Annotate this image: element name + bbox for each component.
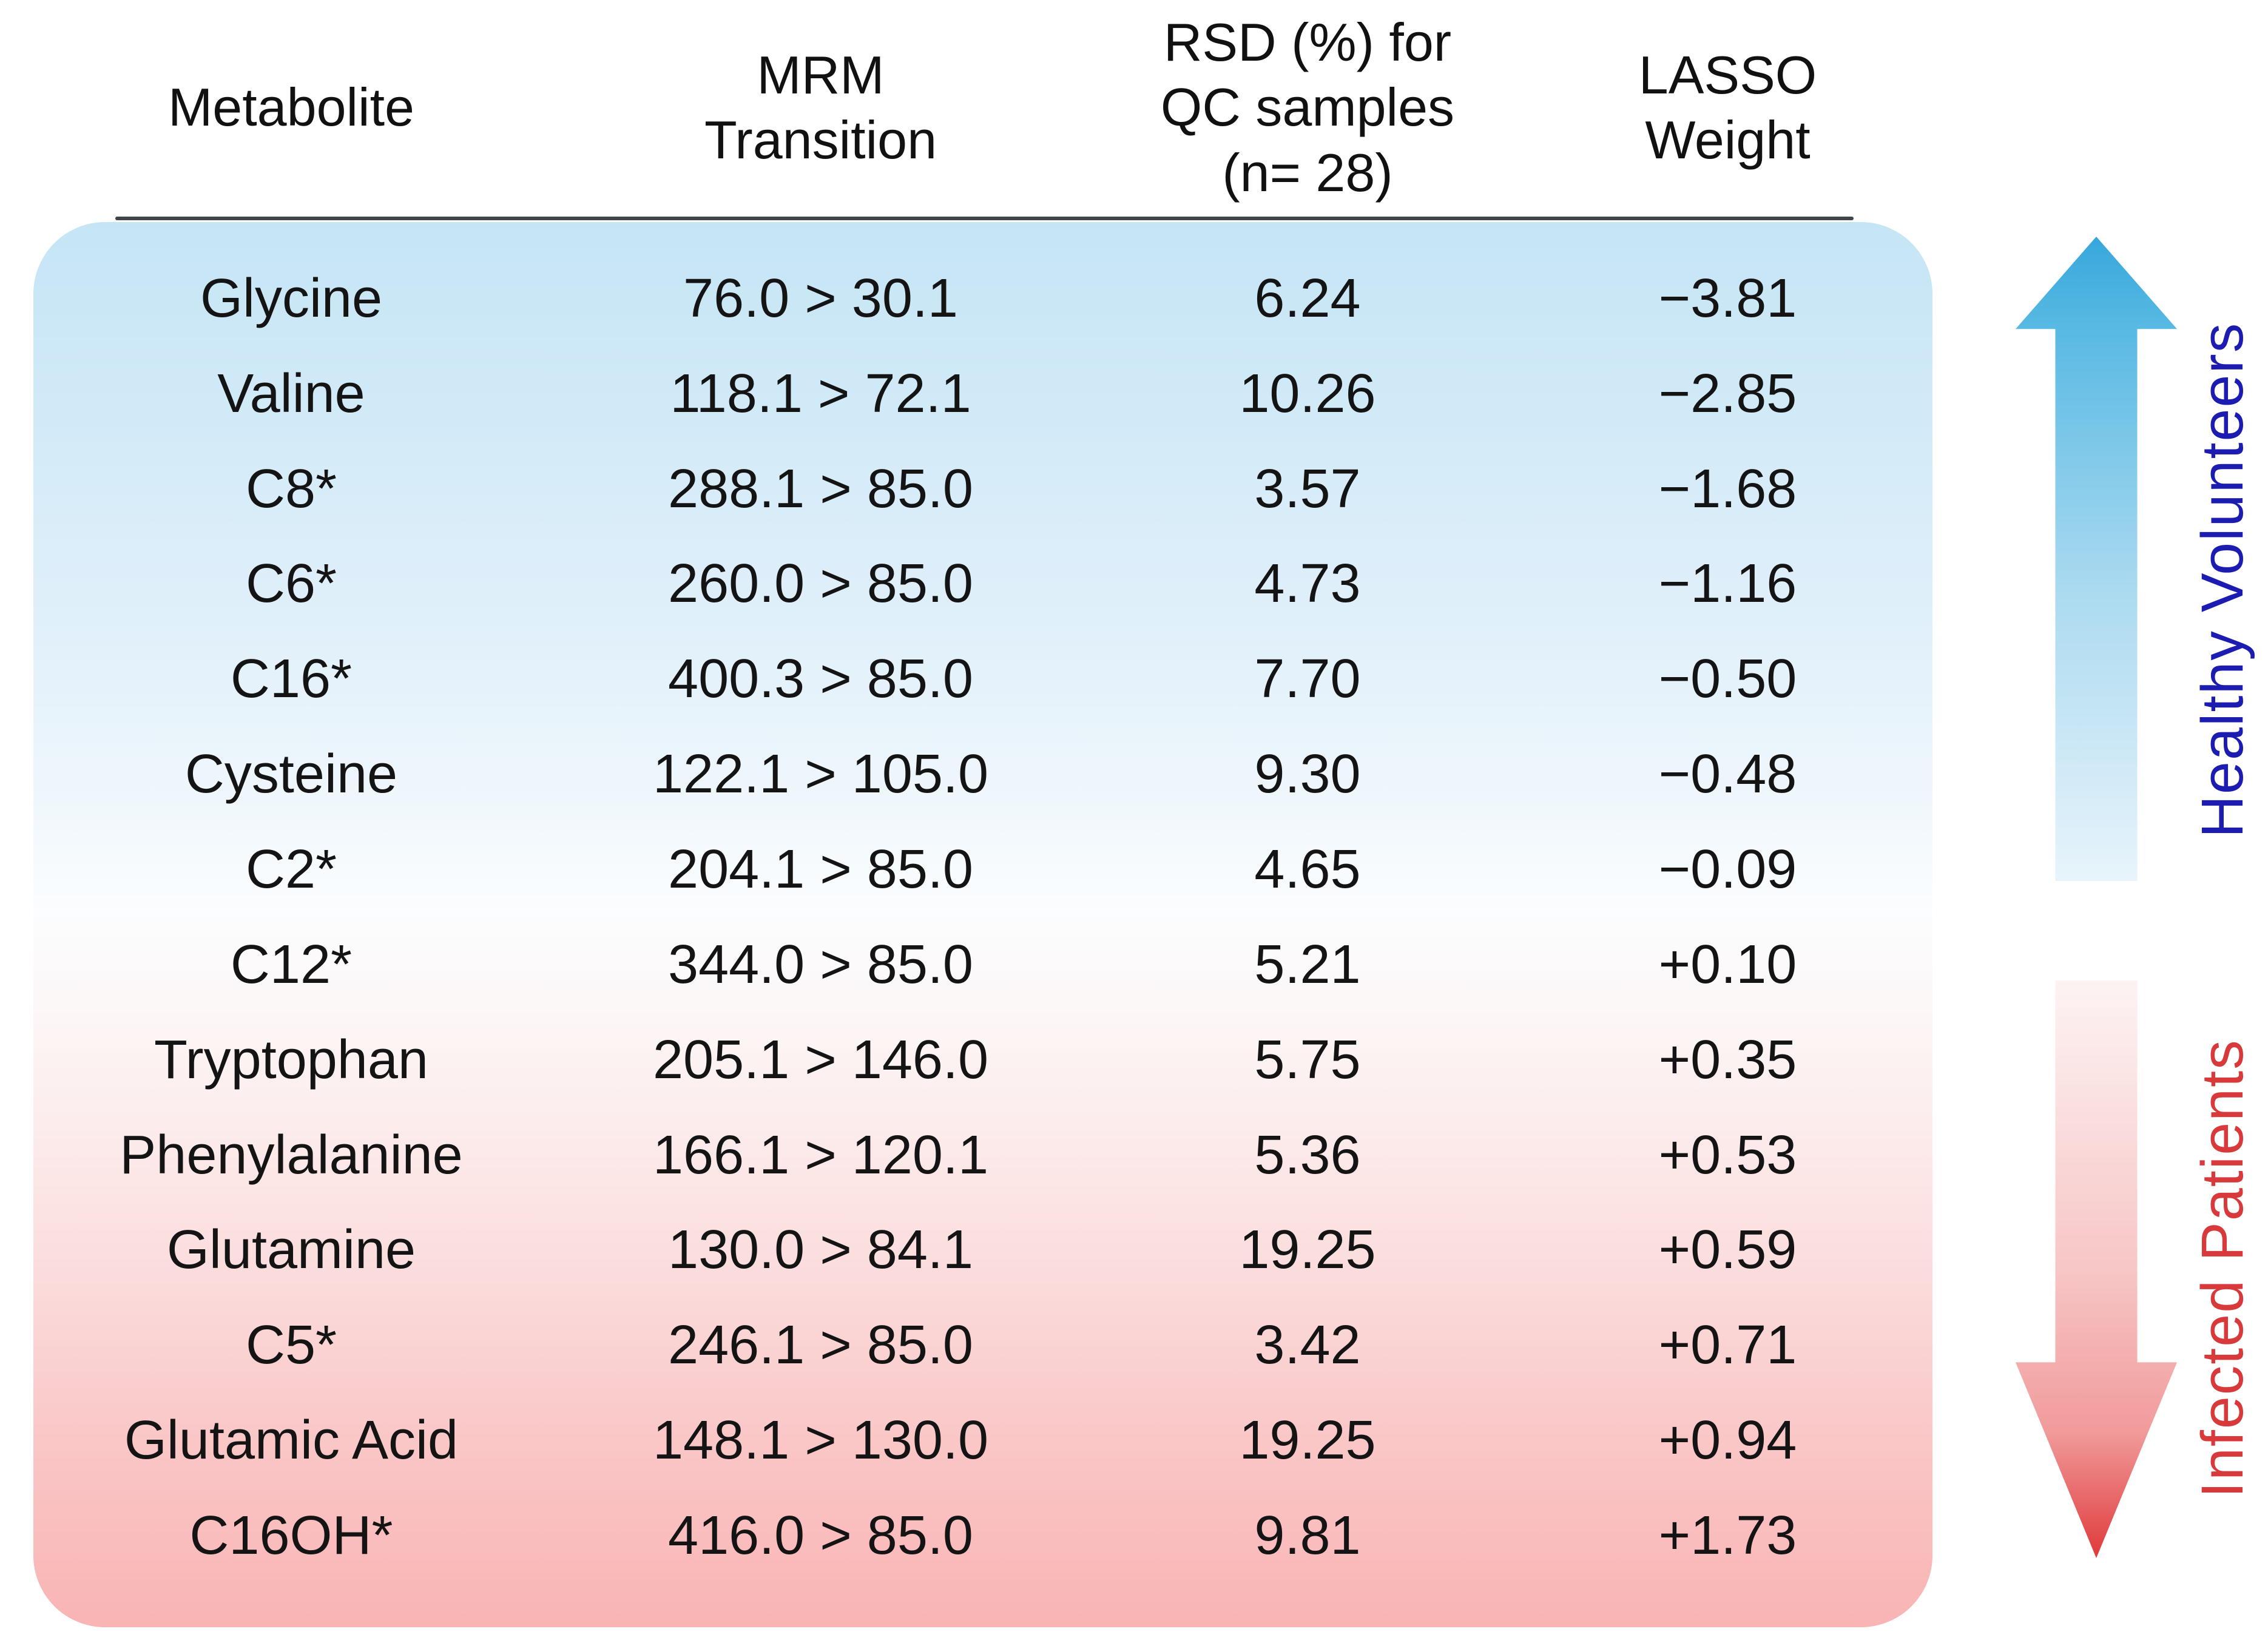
cell-metabolite: C12* [230,934,353,995]
up-arrow-icon [2016,237,2177,881]
cell-lasso-weight: −2.85 [1658,363,1797,424]
cell-lasso-weight: −1.16 [1658,553,1797,615]
cell-lasso-weight: −0.09 [1658,839,1797,900]
cell-rsd-qc: 10.26 [1239,363,1376,424]
cell-rsd-qc: 5.21 [1254,934,1361,995]
cell-mrm-transition: 288.1 > 85.0 [668,458,973,519]
cell-lasso-weight: +1.73 [1658,1505,1797,1567]
cell-mrm-transition: 204.1 > 85.0 [668,839,973,900]
gradient-table-panel: Glycine 76.0 > 30.1 6.24 −3.81 Valine 11… [33,222,1932,1627]
table-row: Glutamine 130.0 > 84.1 19.25 +0.59 [33,1203,1932,1298]
table-row: Cysteine 122.1 > 105.0 9.30 −0.48 [33,727,1932,822]
table-row: C5* 246.1 > 85.0 3.42 +0.71 [33,1298,1932,1393]
cell-metabolite: Valine [217,363,365,424]
cell-metabolite: C8* [245,458,337,519]
column-header-rsd-qc: RSD (%) for QC samples (n= 28) [1160,12,1455,203]
cell-mrm-transition: 344.0 > 85.0 [668,934,973,995]
table-row: C16* 400.3 > 85.0 7.70 −0.50 [33,632,1932,727]
cell-lasso-weight: −0.48 [1658,744,1797,805]
cell-lasso-weight: +0.35 [1658,1029,1797,1090]
cell-rsd-qc: 19.25 [1239,1410,1376,1471]
header-divider-line [115,217,1854,220]
cell-lasso-weight: −3.81 [1658,268,1797,329]
cell-rsd-qc: 4.73 [1254,553,1361,615]
cell-rsd-qc: 9.30 [1254,744,1361,805]
cell-rsd-qc: 5.36 [1254,1124,1361,1186]
cell-rsd-qc: 7.70 [1254,649,1361,710]
cell-rsd-qc: 3.42 [1254,1315,1361,1376]
cell-rsd-qc: 3.57 [1254,458,1361,519]
table-row: C16OH* 416.0 > 85.0 9.81 +1.73 [33,1488,1932,1584]
cell-mrm-transition: 118.1 > 72.1 [670,363,971,424]
table-row: C2* 204.1 > 85.0 4.65 −0.09 [33,822,1932,917]
cell-rsd-qc: 4.65 [1254,839,1361,900]
cell-lasso-weight: +0.53 [1658,1124,1797,1186]
table-row: Valine 118.1 > 72.1 10.26 −2.85 [33,346,1932,442]
cell-metabolite: Phenylalanine [120,1124,463,1186]
cell-mrm-transition: 122.1 > 105.0 [652,744,988,805]
cell-mrm-transition: 400.3 > 85.0 [668,649,973,710]
cell-mrm-transition: 260.0 > 85.0 [668,553,973,615]
cell-metabolite: C6* [245,553,337,615]
cell-rsd-qc: 5.75 [1254,1029,1361,1090]
cell-mrm-transition: 148.1 > 130.0 [652,1410,988,1471]
cell-lasso-weight: −0.50 [1658,649,1797,710]
table-body: Glycine 76.0 > 30.1 6.24 −3.81 Valine 11… [33,222,1932,1627]
cell-mrm-transition: 416.0 > 85.0 [668,1505,973,1567]
table-row: C8* 288.1 > 85.0 3.57 −1.68 [33,442,1932,537]
cell-mrm-transition: 246.1 > 85.0 [668,1315,973,1376]
cell-lasso-weight: +0.94 [1658,1410,1797,1471]
cell-metabolite: Glutamine [166,1220,416,1281]
cell-metabolite: Cysteine [184,744,398,805]
cell-metabolite: C16OH* [189,1505,393,1567]
cell-metabolite: Tryptophan [154,1029,428,1090]
cell-lasso-weight: −1.68 [1658,458,1797,519]
column-header-metabolite: Metabolite [167,77,414,138]
cell-metabolite: C16* [230,649,353,710]
cell-mrm-transition: 166.1 > 120.1 [652,1124,988,1186]
cell-metabolite: C5* [245,1315,337,1376]
cell-rsd-qc: 6.24 [1254,268,1361,329]
cell-mrm-transition: 130.0 > 84.1 [668,1220,973,1281]
cell-mrm-transition: 76.0 > 30.1 [683,268,958,329]
cell-lasso-weight: +0.71 [1658,1315,1797,1376]
table-row: C6* 260.0 > 85.0 4.73 −1.16 [33,537,1932,632]
cell-metabolite: Glycine [200,268,383,329]
table-row: Phenylalanine 166.1 > 120.1 5.36 +0.53 [33,1108,1932,1203]
column-header-mrm-transition: MRM Transition [704,44,937,170]
cell-mrm-transition: 205.1 > 146.0 [652,1029,988,1090]
cell-metabolite: Glutamic Acid [124,1410,459,1471]
infected-patients-label: Infected Patients [2189,1039,2255,1498]
table-row: Glycine 76.0 > 30.1 6.24 −3.81 [33,251,1932,346]
table-row: C12* 344.0 > 85.0 5.21 +0.10 [33,917,1932,1013]
cell-rsd-qc: 9.81 [1254,1505,1361,1567]
table-row: Tryptophan 205.1 > 146.0 5.75 +0.35 [33,1013,1932,1108]
cell-lasso-weight: +0.59 [1658,1220,1797,1281]
down-arrow-icon [2016,980,2177,1558]
column-header-lasso-weight: LASSO Weight [1638,44,1817,170]
cell-rsd-qc: 19.25 [1239,1220,1376,1281]
cell-metabolite: C2* [245,839,337,900]
healthy-volunteers-label: Healthy Volunteers [2189,322,2255,838]
table-header-row: Metabolite MRM Transition RSD (%) for QC… [33,5,1932,210]
cell-lasso-weight: +0.10 [1658,934,1797,995]
table-row: Glutamic Acid 148.1 > 130.0 19.25 +0.94 [33,1393,1932,1488]
